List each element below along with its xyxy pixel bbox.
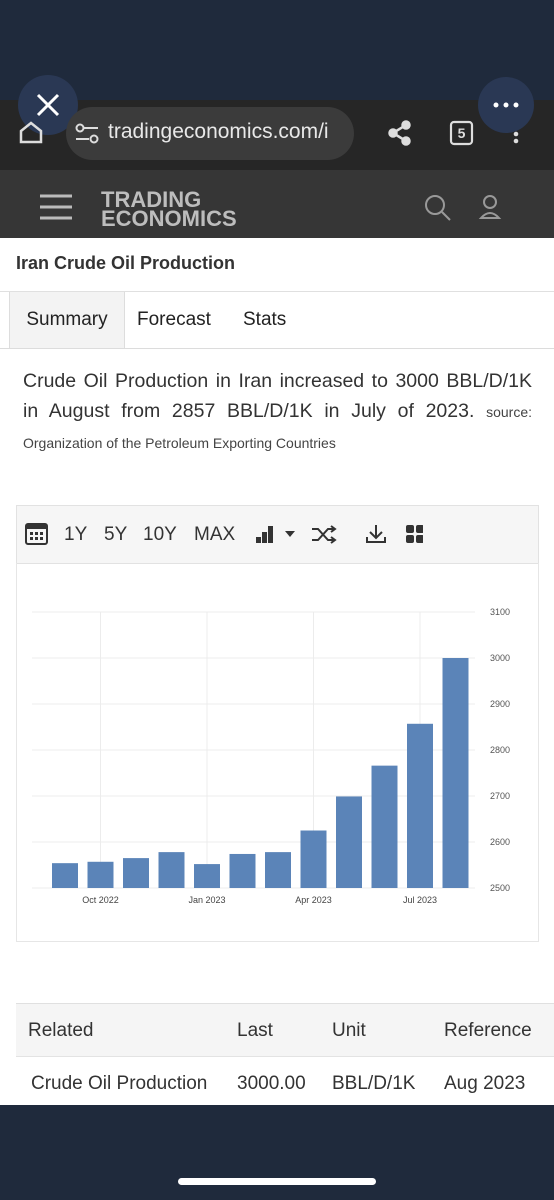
bar <box>229 853 256 888</box>
search-icon[interactable] <box>425 195 451 221</box>
logo-top[interactable]: TRADING <box>101 187 202 212</box>
user-icon[interactable] <box>478 195 502 219</box>
chart-type-icon[interactable] <box>256 526 295 543</box>
dot <box>513 102 519 108</box>
bar <box>52 863 78 888</box>
source-text: source: Organization of the Petroleum Ex… <box>23 404 533 451</box>
range-button[interactable]: 5Y <box>104 524 128 545</box>
table-cell: 3000.00 <box>237 1073 306 1094</box>
compare-icon[interactable] <box>312 525 337 544</box>
related-table: Related Last Unit Reference Crude Oil Pr… <box>16 1003 554 1106</box>
y-tick-label: 3000 <box>490 653 510 663</box>
nav-area <box>0 1105 554 1200</box>
logo-bottom[interactable]: ECONOMICS <box>101 206 237 231</box>
bar <box>158 852 185 888</box>
x-tick-label: Oct 2022 <box>82 895 119 905</box>
summary: Crude Oil Production in Iran increased t… <box>23 366 532 458</box>
url-text: tradingeconomics.com/i <box>108 120 329 143</box>
bar <box>194 864 220 888</box>
x-tick-label: Jul 2023 <box>403 895 437 905</box>
download-icon[interactable] <box>366 525 386 543</box>
y-tick-label: 2700 <box>490 791 510 801</box>
table-cell: BBL/D/1K <box>332 1073 416 1094</box>
chart-toolbar: 1Y 5Y 10Y MAX <box>16 505 539 564</box>
y-tick-label: 2600 <box>490 837 510 847</box>
header-icons <box>40 194 502 221</box>
header-cell: Related <box>28 1020 94 1041</box>
close-icon <box>36 93 60 117</box>
range-button[interactable]: MAX <box>194 524 236 545</box>
title-bar: Iran Crude Oil Production <box>0 238 554 292</box>
bar <box>407 723 433 888</box>
bar <box>442 658 469 888</box>
y-tick-label: 2500 <box>490 883 510 893</box>
browser-icons: 5 <box>18 75 534 146</box>
dot <box>513 131 519 137</box>
home-indicator[interactable] <box>178 1178 376 1185</box>
chart: 2500 2600 2700 2800 2900 3000 3100 Oct 2022 Jan … <box>32 607 510 905</box>
site-header <box>0 170 554 238</box>
y-tick-label: 2800 <box>490 745 510 755</box>
bar <box>336 796 362 888</box>
home-icon[interactable] <box>19 121 43 144</box>
table-cell: Aug 2023 <box>444 1073 526 1094</box>
dot <box>503 102 509 108</box>
share-icon[interactable] <box>388 120 411 146</box>
chart-box <box>16 563 539 942</box>
tabs: Summary Forecast Stats <box>0 292 554 349</box>
tab-count-box[interactable] <box>449 120 474 146</box>
bar <box>371 765 398 888</box>
tab[interactable]: Stats <box>243 309 287 330</box>
url-bar[interactable] <box>66 107 354 160</box>
header-cell: Last <box>237 1020 273 1041</box>
layout-icon[interactable] <box>406 525 423 543</box>
bar <box>265 852 291 888</box>
calendar-icon[interactable] <box>25 522 49 546</box>
tab[interactable]: Forecast <box>137 309 211 330</box>
tab[interactable]: Summary <box>9 292 125 348</box>
range-button[interactable]: 1Y <box>64 524 88 545</box>
table-header: Related Last Unit Reference <box>16 1004 554 1057</box>
bar <box>123 858 149 888</box>
header-cell: Unit <box>332 1020 366 1041</box>
dot <box>493 102 499 108</box>
hamburger-icon[interactable] <box>40 194 72 220</box>
y-tick-label: 2900 <box>490 699 510 709</box>
tab-count: 5 <box>458 125 466 141</box>
site-settings-icon[interactable] <box>74 122 102 146</box>
status-area <box>0 0 554 100</box>
range-button[interactable]: 10Y <box>143 524 177 545</box>
toolbar-icons <box>256 525 423 544</box>
x-tick-label: Apr 2023 <box>295 895 332 905</box>
table-cell[interactable]: Crude Oil Production <box>31 1073 208 1094</box>
header-cell: Reference <box>444 1020 532 1041</box>
bar <box>300 830 327 888</box>
summary-text: Crude Oil Production in Iran increased t… <box>23 370 532 422</box>
page-title: Iran Crude Oil Production <box>16 253 236 273</box>
x-tick-label: Jan 2023 <box>188 895 225 905</box>
bar <box>87 861 114 888</box>
y-tick-label: 3100 <box>490 607 510 617</box>
dot <box>513 138 519 144</box>
